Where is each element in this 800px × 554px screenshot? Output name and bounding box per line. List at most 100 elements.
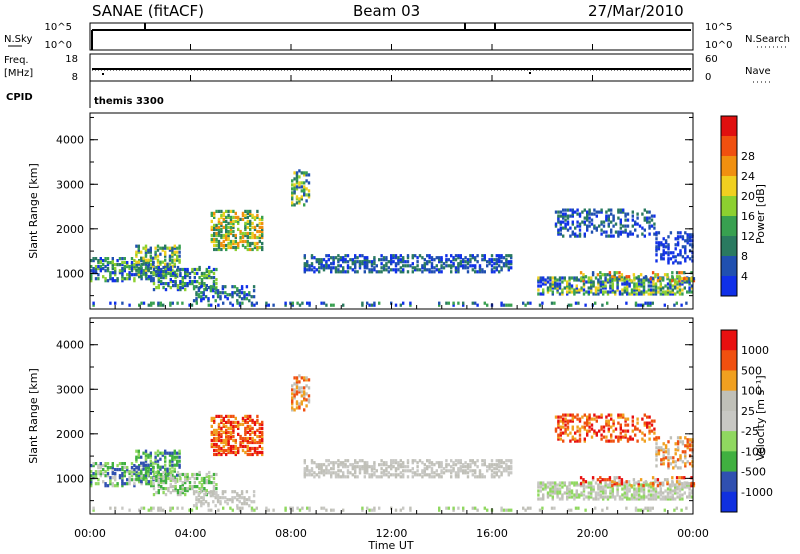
power-cell <box>133 273 136 277</box>
power-cell <box>229 215 233 219</box>
power-cell <box>306 260 309 264</box>
power-cell <box>171 268 174 272</box>
power-cell <box>334 256 338 260</box>
velocity-cell <box>137 473 140 477</box>
velocity-cell <box>239 442 242 447</box>
velocity-cell <box>426 467 429 471</box>
velocity-cell <box>174 481 177 485</box>
velocity-cell <box>380 471 383 475</box>
power-cell <box>478 268 482 272</box>
power-cell <box>582 275 585 279</box>
power-cell <box>258 217 261 221</box>
power-cell <box>144 250 148 254</box>
power-cell <box>423 262 426 266</box>
velocity-cell <box>684 464 687 468</box>
power-cell <box>217 245 221 250</box>
velocity-cell <box>623 493 626 497</box>
velocity-cell <box>681 485 684 489</box>
velocity-cell <box>454 459 458 463</box>
velocity-cell <box>438 475 441 479</box>
velocity-cell <box>106 474 110 478</box>
velocity-cell <box>212 476 216 481</box>
power-cell <box>121 257 124 261</box>
velocity-cell <box>233 496 237 500</box>
power-cell <box>217 241 221 246</box>
velocity-cell <box>149 459 152 463</box>
power-cell <box>209 285 213 289</box>
power-cell <box>291 301 294 305</box>
velocity-cell <box>215 442 218 447</box>
velocity-cell <box>171 463 174 467</box>
power-cell <box>627 275 631 279</box>
power-cell <box>249 243 252 248</box>
power-cell <box>566 290 569 294</box>
colorbar-tick-label: 1000 <box>741 344 769 357</box>
velocity-cell <box>176 491 180 495</box>
power-cell <box>653 232 656 236</box>
velocity-cell <box>202 498 205 502</box>
velocity-cell <box>224 500 227 504</box>
power-cell <box>253 217 257 221</box>
power-cell <box>320 266 323 270</box>
power-cell <box>305 187 308 191</box>
power-cell <box>256 245 259 250</box>
velocity-cell <box>445 465 448 469</box>
velocity-cell <box>159 451 162 455</box>
velocity-cell <box>176 461 179 465</box>
velocity-cell <box>605 415 608 419</box>
power-cell <box>478 270 482 274</box>
velocity-cell <box>613 478 616 482</box>
power-cell <box>240 291 244 295</box>
velocity-cell <box>426 465 429 469</box>
velocity-cell <box>310 467 314 471</box>
power-cell <box>626 280 629 284</box>
velocity-cell <box>205 489 208 493</box>
velocity-cell <box>195 490 198 494</box>
velocity-cell <box>176 477 179 481</box>
power-cell <box>557 210 560 214</box>
power-cell <box>251 235 254 240</box>
velocity-cell <box>666 493 670 497</box>
power-cell <box>385 258 388 262</box>
velocity-cell <box>564 413 567 417</box>
power-cell <box>193 267 196 272</box>
velocity-cell <box>116 464 119 468</box>
power-cell <box>605 234 608 238</box>
velocity-cell <box>569 419 572 423</box>
velocity-cell <box>626 437 630 441</box>
velocity-cell <box>224 496 227 500</box>
power-cell <box>621 292 624 296</box>
power-cell <box>246 243 249 248</box>
velocity-cell <box>559 415 562 419</box>
power-cell <box>261 225 264 229</box>
velocity-cell <box>582 497 586 501</box>
velocity-cell <box>164 487 168 491</box>
power-cell <box>683 271 686 275</box>
velocity-cell <box>483 461 486 465</box>
power-cell <box>123 269 126 273</box>
velocity-cell <box>111 466 114 470</box>
power-cell <box>239 229 242 234</box>
power-cell <box>210 303 213 307</box>
velocity-cell <box>587 497 590 501</box>
power-cell <box>669 257 673 261</box>
power-cell <box>394 254 398 258</box>
power-cell <box>186 269 189 274</box>
power-cell <box>447 264 450 268</box>
power-cell <box>671 275 674 279</box>
velocity-cell <box>209 490 213 494</box>
power-cell <box>554 282 557 286</box>
power-cell <box>128 271 131 275</box>
power-cell <box>607 222 610 226</box>
power-cell <box>171 301 174 305</box>
power-cell <box>688 286 691 290</box>
velocity-cell <box>363 467 366 471</box>
velocity-cell <box>566 497 569 501</box>
velocity-cell <box>116 468 119 472</box>
velocity-cell <box>457 461 460 465</box>
power-cell <box>617 208 620 212</box>
velocity-cell <box>579 476 583 480</box>
velocity-cell <box>200 496 203 500</box>
velocity-cell <box>466 475 470 479</box>
colorbar-swatch <box>721 491 737 513</box>
